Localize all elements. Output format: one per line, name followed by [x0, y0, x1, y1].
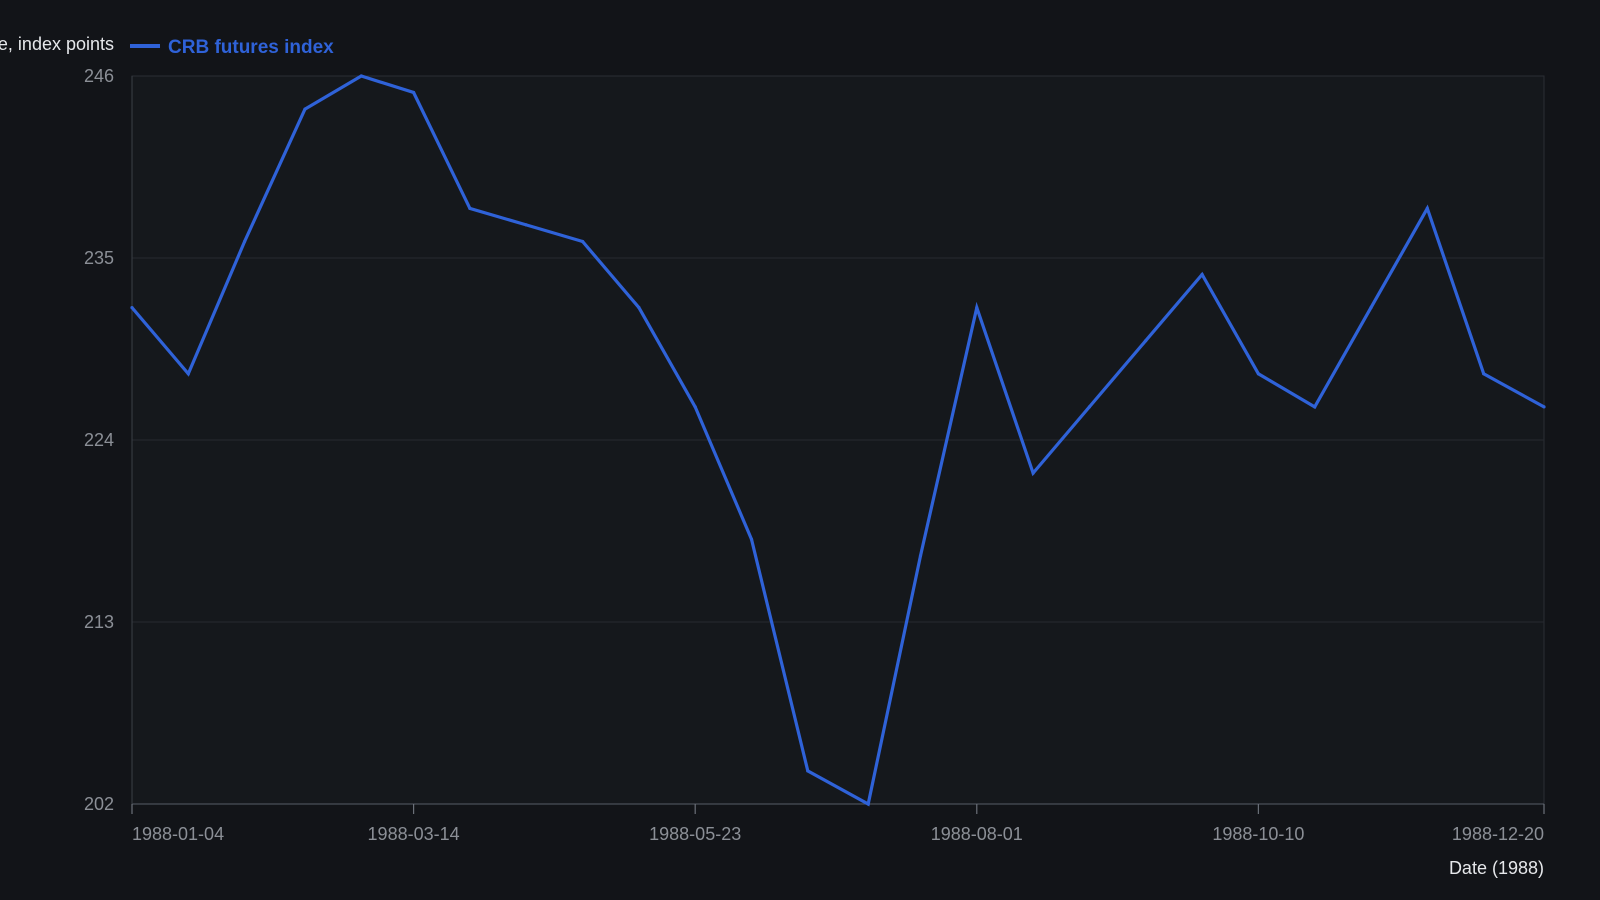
data-point — [1542, 405, 1546, 409]
data-point — [581, 239, 585, 244]
data-point — [806, 769, 810, 773]
x-tick-label: 1988-10-10 — [1212, 824, 1304, 844]
data-point — [1425, 206, 1429, 210]
data-point — [243, 239, 247, 244]
data-point — [1369, 306, 1373, 310]
data-point — [1256, 372, 1260, 376]
legend-label: CRB futures index — [168, 37, 334, 58]
data-point — [693, 405, 697, 409]
x-tick-label: 1988-12-20 — [1452, 824, 1544, 844]
y-tick-label: 202 — [84, 794, 114, 814]
x-tick-label: 1988-03-14 — [368, 824, 460, 844]
data-point — [303, 107, 307, 111]
data-point — [637, 306, 641, 310]
data-point — [1200, 272, 1204, 277]
data-point — [412, 90, 416, 95]
data-point — [975, 306, 979, 310]
y-tick-label: 213 — [84, 612, 114, 632]
series-line — [130, 74, 1545, 807]
data-point — [1144, 339, 1148, 343]
data-point — [130, 306, 134, 310]
data-point — [866, 802, 870, 806]
y-tick-label: 246 — [84, 66, 114, 86]
data-point — [1031, 471, 1035, 475]
data-point — [359, 74, 363, 78]
x-tick-label: 1988-05-23 — [649, 824, 741, 844]
data-point — [1313, 405, 1317, 409]
data-point — [468, 206, 472, 210]
data-point — [1482, 372, 1486, 376]
x-axis-label: Date (1988) — [1449, 858, 1544, 878]
data-point — [186, 372, 190, 376]
data-point — [1087, 405, 1091, 409]
x-tick-label: 1988-08-01 — [931, 824, 1023, 844]
data-point — [524, 223, 528, 227]
y-tick-label: 235 — [84, 248, 114, 268]
x-tick-label: 1988-01-04 — [132, 824, 224, 844]
y-tick-label: 224 — [84, 430, 114, 450]
data-point — [749, 537, 754, 541]
y-axis-label: Price, index points — [0, 34, 114, 54]
data-point — [918, 554, 923, 558]
